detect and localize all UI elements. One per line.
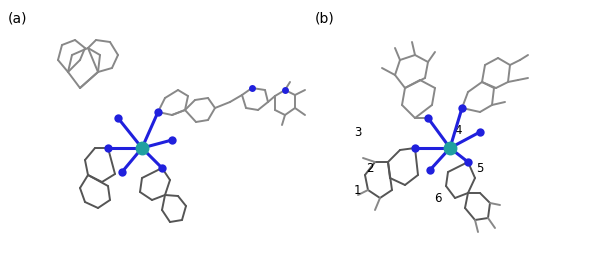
Text: 1: 1 [353, 183, 361, 197]
Text: 3: 3 [355, 125, 362, 139]
Text: 2: 2 [366, 162, 374, 174]
Text: 5: 5 [476, 162, 483, 174]
Text: (a): (a) [8, 12, 28, 26]
Text: 6: 6 [434, 191, 442, 205]
Text: 4: 4 [455, 124, 462, 136]
Text: (b): (b) [315, 12, 335, 26]
